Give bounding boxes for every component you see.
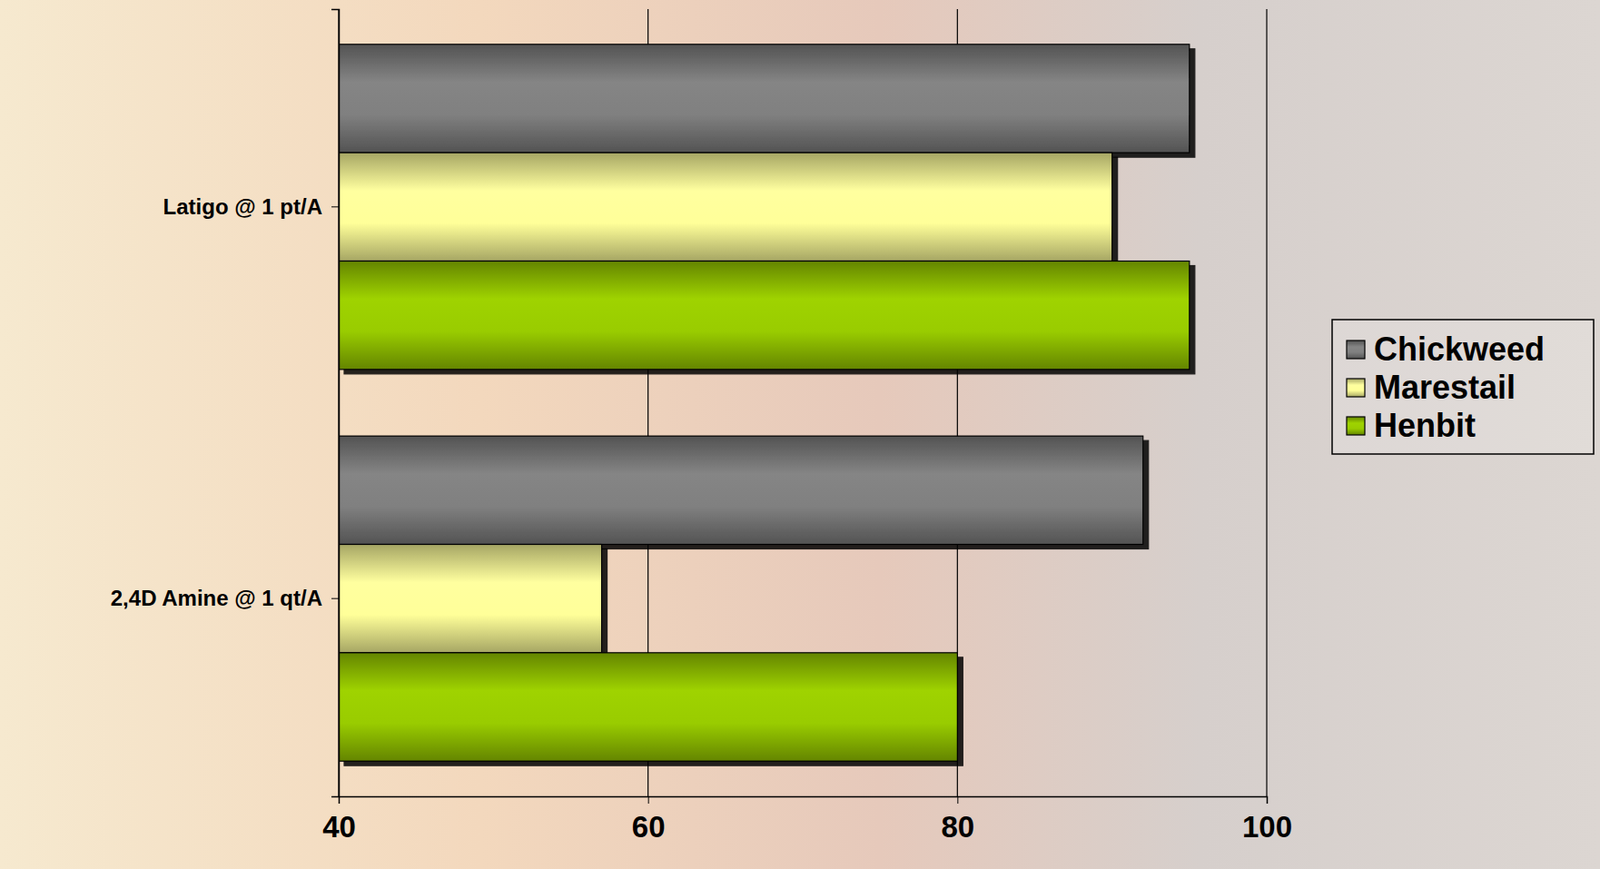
bar <box>338 260 1190 369</box>
series <box>338 152 1113 653</box>
bar <box>338 435 1144 544</box>
bar <box>338 44 1190 153</box>
legend-label: Henbit <box>1373 406 1476 445</box>
y-tick: 2,4D Amine @ 1 qt/A <box>110 585 339 611</box>
y-tick-mark <box>331 206 339 208</box>
bar <box>338 652 958 761</box>
series <box>338 44 1190 545</box>
grid <box>338 9 1267 797</box>
bars <box>338 44 1190 761</box>
chart: 40 60 80 100 Latigo @ 1 pt/A 2,4D Amine @ 1 q… <box>0 0 1600 869</box>
x-tick: 40 <box>322 796 356 844</box>
x-axis-line <box>339 797 1268 805</box>
x-tick: 60 <box>632 796 666 844</box>
x-tick-label: 60 <box>632 809 666 844</box>
x-tick: 80 <box>940 796 975 844</box>
x-tick-mark <box>957 796 959 804</box>
x-tick-mark <box>1266 796 1268 804</box>
x-axis: 40 60 80 100 <box>322 796 1293 844</box>
y-axis-line <box>331 9 340 798</box>
legend-swatch <box>1346 416 1365 435</box>
bar <box>338 544 603 653</box>
y-axis: Latigo @ 1 pt/A 2,4D Amine @ 1 qt/A <box>110 9 340 798</box>
series <box>338 260 1190 761</box>
legend-item: Chickweed <box>1346 330 1545 368</box>
x-tick-label: 100 <box>1242 809 1293 844</box>
legend-swatch <box>1346 340 1365 359</box>
y-tick-label: 2,4D Amine @ 1 qt/A <box>110 585 323 611</box>
legend-item: Henbit <box>1346 406 1476 445</box>
legend: ChickweedMarestailHenbit <box>1332 319 1594 455</box>
y-tick-mark <box>331 598 339 600</box>
legend-label: Chickweed <box>1373 330 1545 368</box>
x-tick-mark <box>648 796 650 804</box>
grid-line <box>1265 9 1267 797</box>
x-tick-label: 40 <box>322 809 356 844</box>
legend-box <box>1332 319 1594 455</box>
legend-swatch <box>1346 378 1365 397</box>
legend-label: Marestail <box>1373 368 1516 406</box>
y-tick: Latigo @ 1 pt/A <box>163 194 339 219</box>
plot: 40 60 80 100 Latigo @ 1 pt/A 2,4D Amine @ 1 q… <box>110 9 1293 844</box>
x-tick-label: 80 <box>940 809 975 844</box>
x-tick: 100 <box>1242 796 1293 844</box>
bar <box>338 152 1113 261</box>
y-tick-label: Latigo @ 1 pt/A <box>163 194 323 219</box>
legend-item: Marestail <box>1346 368 1516 406</box>
